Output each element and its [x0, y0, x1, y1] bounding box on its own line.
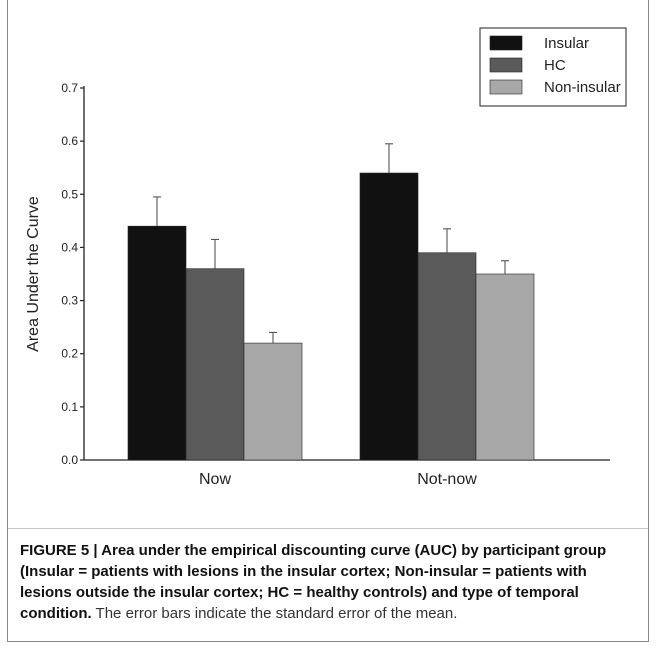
y-tick-label: 0.6: [61, 134, 78, 148]
bar: [127, 225, 187, 461]
y-tick-label: 0.5: [61, 187, 78, 201]
y-tick-label: 0.7: [61, 81, 78, 95]
bar: [359, 172, 419, 461]
caption-separator: [8, 528, 648, 529]
legend-label: Insular: [544, 35, 589, 52]
figure-frame: [7, 0, 649, 642]
y-tick-label: 0.3: [61, 294, 78, 308]
bar: [475, 273, 535, 461]
x-category-label: Now: [199, 471, 231, 488]
y-axis-label: Area Under the Curve: [25, 196, 42, 352]
bar: [185, 268, 245, 461]
figure-caption: FIGURE 5 | Area under the empirical disc…: [20, 540, 620, 624]
legend-label: Non-insular: [544, 79, 621, 96]
x-category-label: Not-now: [417, 471, 477, 488]
y-tick-label: 0.4: [61, 240, 78, 254]
bar: [417, 252, 477, 461]
legend-swatch: [489, 57, 523, 73]
bar: [243, 342, 303, 461]
y-tick-label: 0.2: [61, 347, 78, 361]
bar-chart: 0.0 0.1 0.2 0.3 0.4 0.5 0.6 0.7 Area Under the C…: [25, 27, 627, 488]
y-tick-label: 0.1: [61, 400, 78, 414]
legend-swatch: [489, 35, 523, 51]
legend-swatch: [489, 79, 523, 95]
y-tick-label: 0.0: [61, 453, 78, 467]
legend-label: HC: [544, 57, 566, 74]
caption-rest: The error bars indicate the standard err…: [91, 605, 458, 622]
caption-lead: FIGURE 5 | Area under the empirical disc…: [20, 542, 607, 622]
